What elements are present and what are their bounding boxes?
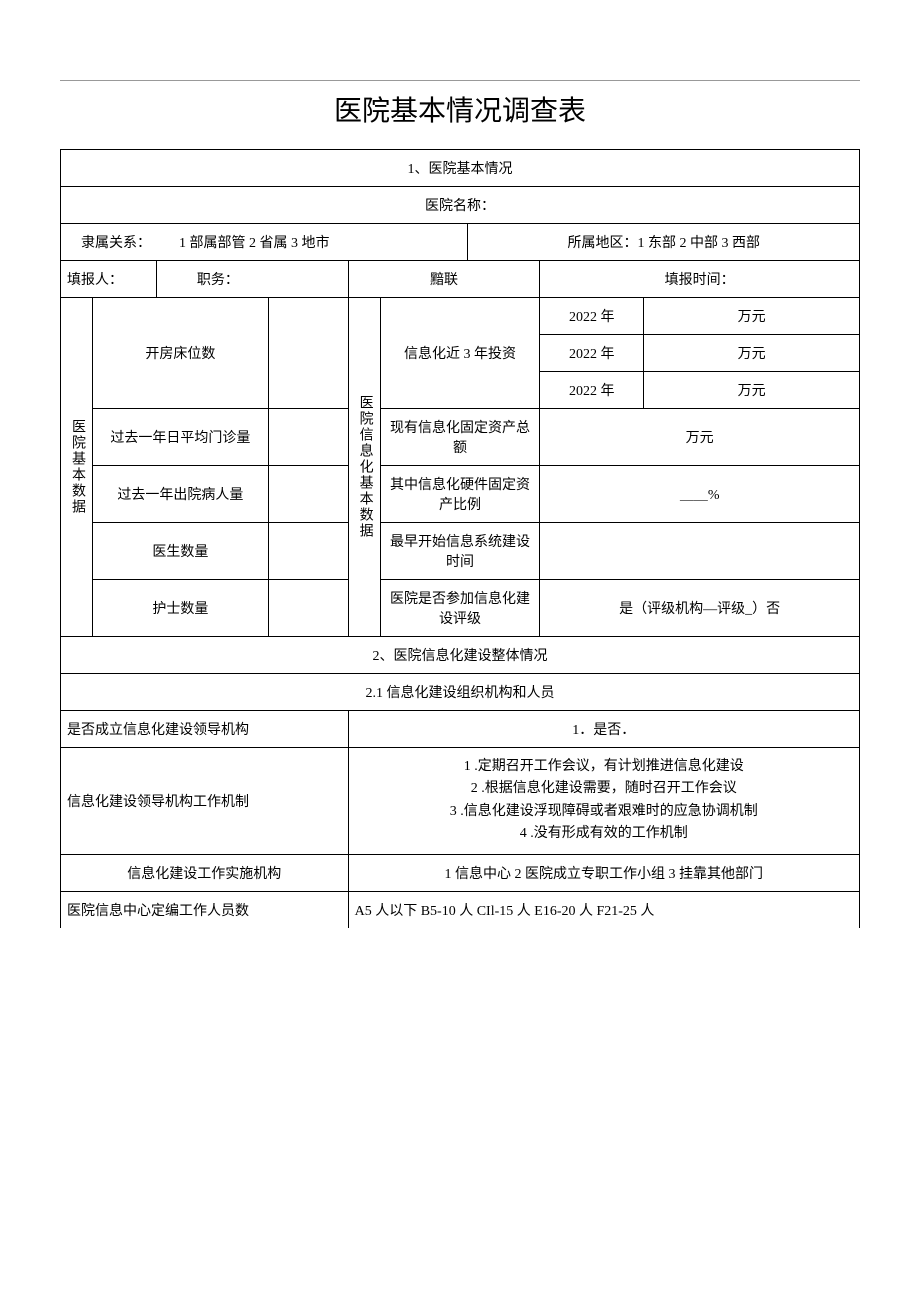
year-3-value[interactable]: 万元 bbox=[644, 372, 860, 409]
discharge-label: 过去一年出院病人量 bbox=[92, 466, 268, 523]
region-cell: 所属地区：1 东部 2 中部 3 西部 bbox=[468, 224, 860, 261]
top-rule bbox=[60, 80, 860, 81]
report-time-cell: 填报时间： bbox=[540, 261, 860, 298]
survey-table: 1、医院基本情况 医院名称： 隶属关系： 1 部属部管 2 省属 3 地市 所属… bbox=[60, 149, 860, 928]
info-data-vlabel: 医院信息化基本数据 bbox=[348, 298, 380, 637]
section1-header: 1、医院基本情况 bbox=[61, 150, 860, 187]
affiliation-label: 隶属关系： bbox=[81, 236, 151, 251]
discharge-value[interactable] bbox=[268, 466, 348, 523]
investment-3yr-label: 信息化近 3 年投资 bbox=[380, 298, 540, 409]
nurse-count-label: 护士数量 bbox=[92, 580, 268, 637]
nurse-count-value[interactable] bbox=[268, 580, 348, 637]
leadership-org-label: 是否成立信息化建设领导机构 bbox=[61, 711, 349, 748]
fixed-assets-value[interactable]: 万元 bbox=[540, 409, 860, 466]
position-label: 职务： bbox=[197, 273, 239, 288]
rating-value[interactable]: 是（评级机构—评级_）否 bbox=[540, 580, 860, 637]
year-2: 2022 年 bbox=[540, 335, 644, 372]
section2-header: 2、医院信息化建设整体情况 bbox=[61, 637, 860, 674]
hardware-ratio-label: 其中信息化硬件固定资产比例 bbox=[380, 466, 540, 523]
reporter-cell: 填报人： bbox=[61, 261, 157, 298]
earliest-build-label: 最早开始信息系统建设时间 bbox=[380, 523, 540, 580]
position-cell: 职务： bbox=[156, 261, 348, 298]
page-title: 医院基本情况调查表 bbox=[60, 89, 860, 129]
year-1-value[interactable]: 万元 bbox=[644, 298, 860, 335]
staff-count-value[interactable]: A5 人以下 B5-10 人 CIl-15 人 E16-20 人 F21-25 … bbox=[348, 891, 859, 928]
basic-data-vlabel: 医院基本数据 bbox=[61, 298, 93, 637]
year-3: 2022 年 bbox=[540, 372, 644, 409]
doctor-count-label: 医生数量 bbox=[92, 523, 268, 580]
year-2-value[interactable]: 万元 bbox=[644, 335, 860, 372]
mechanism-item-1: 1 .定期召开工作会议，有计划推进信息化建设 bbox=[355, 756, 853, 778]
mechanism-label: 信息化建设领导机构工作机制 bbox=[61, 748, 349, 855]
section2-1-header: 2.1 信息化建设组织机构和人员 bbox=[61, 674, 860, 711]
affiliation-options: 1 部属部管 2 省属 3 地市 bbox=[179, 236, 330, 251]
fixed-assets-label: 现有信息化固定资产总额 bbox=[380, 409, 540, 466]
impl-org-value[interactable]: 1 信息中心 2 医院成立专职工作小组 3 挂靠其他部门 bbox=[348, 854, 859, 891]
hospital-name-label: 医院名称： bbox=[425, 199, 495, 214]
mechanism-item-2: 2 .根据信息化建设需要，随时召开工作会议 bbox=[355, 778, 853, 800]
daily-outpatient-value[interactable] bbox=[268, 409, 348, 466]
impl-org-label: 信息化建设工作实施机构 bbox=[61, 854, 349, 891]
mechanism-item-4: 4 .没有形成有效的工作机制 bbox=[355, 823, 853, 845]
affiliation-cell: 隶属关系： 1 部属部管 2 省属 3 地市 bbox=[61, 224, 468, 261]
daily-outpatient-label: 过去一年日平均门诊量 bbox=[92, 409, 268, 466]
reporter-label: 填报人： bbox=[67, 273, 123, 288]
year-1: 2022 年 bbox=[540, 298, 644, 335]
contact-cell: 黯联 bbox=[348, 261, 540, 298]
rating-label: 医院是否参加信息化建设评级 bbox=[380, 580, 540, 637]
earliest-build-value[interactable] bbox=[540, 523, 860, 580]
hardware-ratio-value[interactable]: ＿＿% bbox=[540, 466, 860, 523]
report-time-label: 填报时间： bbox=[665, 273, 735, 288]
hospital-name-row: 医院名称： bbox=[61, 187, 860, 224]
staff-count-label: 医院信息中心定编工作人员数 bbox=[61, 891, 349, 928]
mechanism-cell[interactable]: 1 .定期召开工作会议，有计划推进信息化建设 2 .根据信息化建设需要，随时召开… bbox=[348, 748, 859, 855]
bed-count-value[interactable] bbox=[268, 298, 348, 409]
leadership-org-value[interactable]: 1．是否． bbox=[348, 711, 859, 748]
mechanism-item-3: 3 .信息化建设浮现障碍或者艰难时的应急协调机制 bbox=[355, 801, 853, 823]
page-container: 医院基本情况调查表 1、医院基本情况 医院名称： 隶属关系： bbox=[60, 80, 860, 928]
doctor-count-value[interactable] bbox=[268, 523, 348, 580]
bed-count-label: 开房床位数 bbox=[92, 298, 268, 409]
